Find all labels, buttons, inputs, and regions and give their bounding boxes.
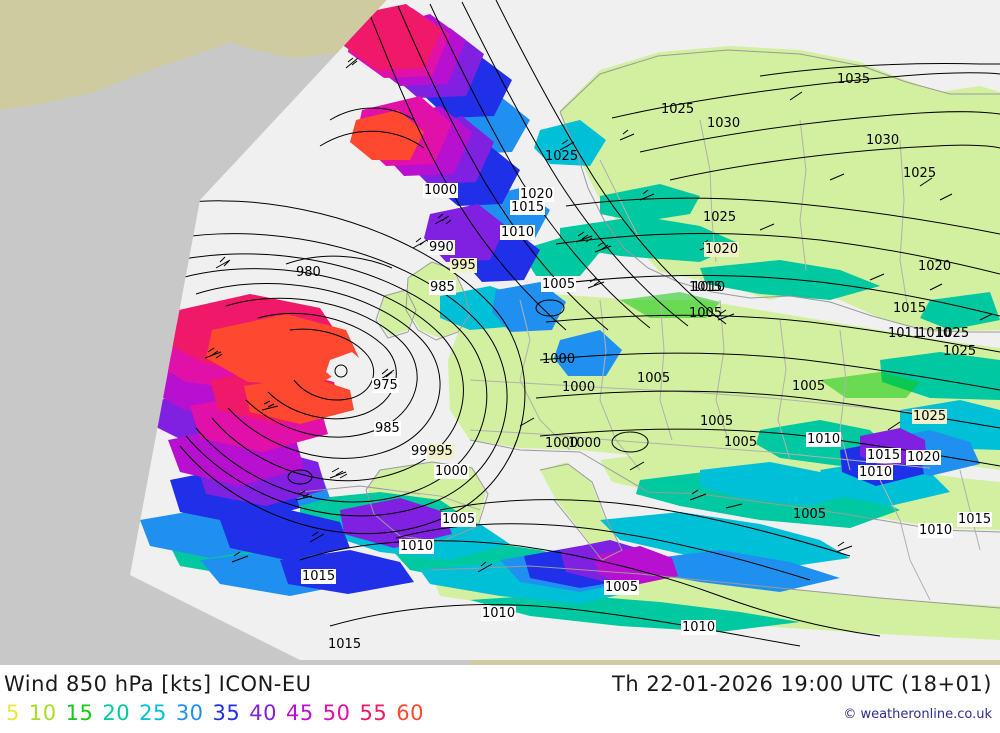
isobar-label: 1025 (703, 210, 737, 225)
isobar-label: 1005 (700, 414, 734, 429)
legend-step-15: 15 (65, 701, 94, 725)
isobar-label: 985 (429, 280, 456, 295)
valid-time-stamp: Th 22-01-2026 19:00 UTC (18+01) (612, 672, 992, 696)
isobar-label: 1010 (806, 432, 842, 447)
isobar-label: 1005 (441, 512, 477, 527)
isobar-label: 1005 (689, 306, 723, 321)
map-canvas (0, 0, 1000, 665)
isobar-label: 1005 (793, 507, 827, 522)
country-borders (389, 119, 981, 601)
weather-map[interactable]: 980 1000 1020 1015 1010 1025 1005 990 995 985 975 9… (0, 0, 1000, 665)
isobar-label: 1020 (519, 187, 555, 202)
isobar-label: 985 (374, 421, 401, 436)
isobar-label: 1030 (866, 133, 900, 148)
isobar-label: 990 (428, 240, 455, 255)
isobar-label: 1025 (943, 344, 977, 359)
isobar-label: 995 (450, 258, 477, 273)
isobar-label: 1000 (545, 436, 579, 451)
legend-step-45: 45 (286, 701, 314, 725)
isobar-label: 1020 (918, 259, 952, 274)
isobar-label: 1015 (328, 637, 362, 652)
wind-barbs (204, 57, 993, 573)
isobar-label: 1025 (661, 102, 695, 117)
isobar-label: 1030 (707, 116, 741, 131)
legend-step-5: 5 (6, 701, 20, 725)
isobar-label: 1000 (568, 436, 602, 451)
isobar-label: 1000 (562, 380, 596, 395)
footer-bar: Wind 850 hPa [kts] ICON-EU Th 22-01-2026… (0, 665, 1000, 733)
isobar-label: 980 (296, 265, 321, 280)
isobar-label: 1005 (604, 580, 640, 595)
isobar-label: 1011 (888, 326, 922, 341)
isobar-label: 1010 (692, 280, 726, 295)
legend-step-30: 30 (175, 701, 204, 725)
isobar-label: 1025 (903, 166, 937, 181)
legend-step-55: 55 (359, 701, 388, 725)
legend-step-20: 20 (102, 701, 131, 725)
isobar-label: 1010 (681, 620, 717, 635)
isobar-label: 995 (427, 444, 454, 459)
legend-step-50: 50 (322, 701, 351, 725)
isobar-label: 1000 (542, 352, 576, 367)
isobar-label: 1005 (637, 371, 671, 386)
isobar-label: 1025 (936, 326, 970, 341)
isobar-label: 975 (372, 378, 399, 393)
isobar-label: 1035 (837, 72, 871, 87)
isobar-label: 1010 (399, 539, 435, 554)
isobar-label: 1020 (704, 242, 740, 257)
copyright-notice: © weatheronline.co.uk (843, 707, 992, 722)
legend-step-60: 60 (396, 701, 424, 725)
isobar-label: 1005 (792, 379, 826, 394)
coastlines (299, 49, 1000, 609)
isobar-label: 1015 (866, 448, 902, 463)
legend-step-35: 35 (212, 701, 241, 725)
isobar-label: 1000 (434, 464, 470, 479)
isobar-label: 1015 (510, 200, 546, 215)
isobar-label: 1015 (301, 569, 337, 584)
legend-step-40: 40 (249, 701, 278, 725)
isobar-label: 1010 (481, 606, 517, 621)
wind-shading (140, 4, 1000, 632)
chart-title: Wind 850 hPa [kts] ICON-EU (4, 672, 312, 696)
isobar-label: 1025 (545, 149, 579, 164)
isobar-label: 1015 (893, 301, 927, 316)
isobar-label: 1015 (689, 280, 723, 295)
isobar-label: 1010 (918, 523, 954, 538)
isobar-label: 1010 (918, 326, 952, 341)
isobar-label: 1010 (500, 225, 536, 240)
legend-step-25: 25 (139, 701, 167, 725)
isobar-label: 1025 (912, 409, 948, 424)
isobar-label: 1005 (541, 277, 577, 292)
isobar-label: 1000 (423, 183, 459, 198)
isobar-label: 1020 (906, 450, 942, 465)
isobar-label: 1010 (858, 465, 894, 480)
isobar-label: 1005 (724, 435, 758, 450)
legend-step-10: 10 (28, 701, 57, 725)
wind-speed-legend: 5 10 15 20 25 30 35 40 45 50 55 60 (6, 701, 433, 725)
isobar-label: 1015 (957, 512, 993, 527)
